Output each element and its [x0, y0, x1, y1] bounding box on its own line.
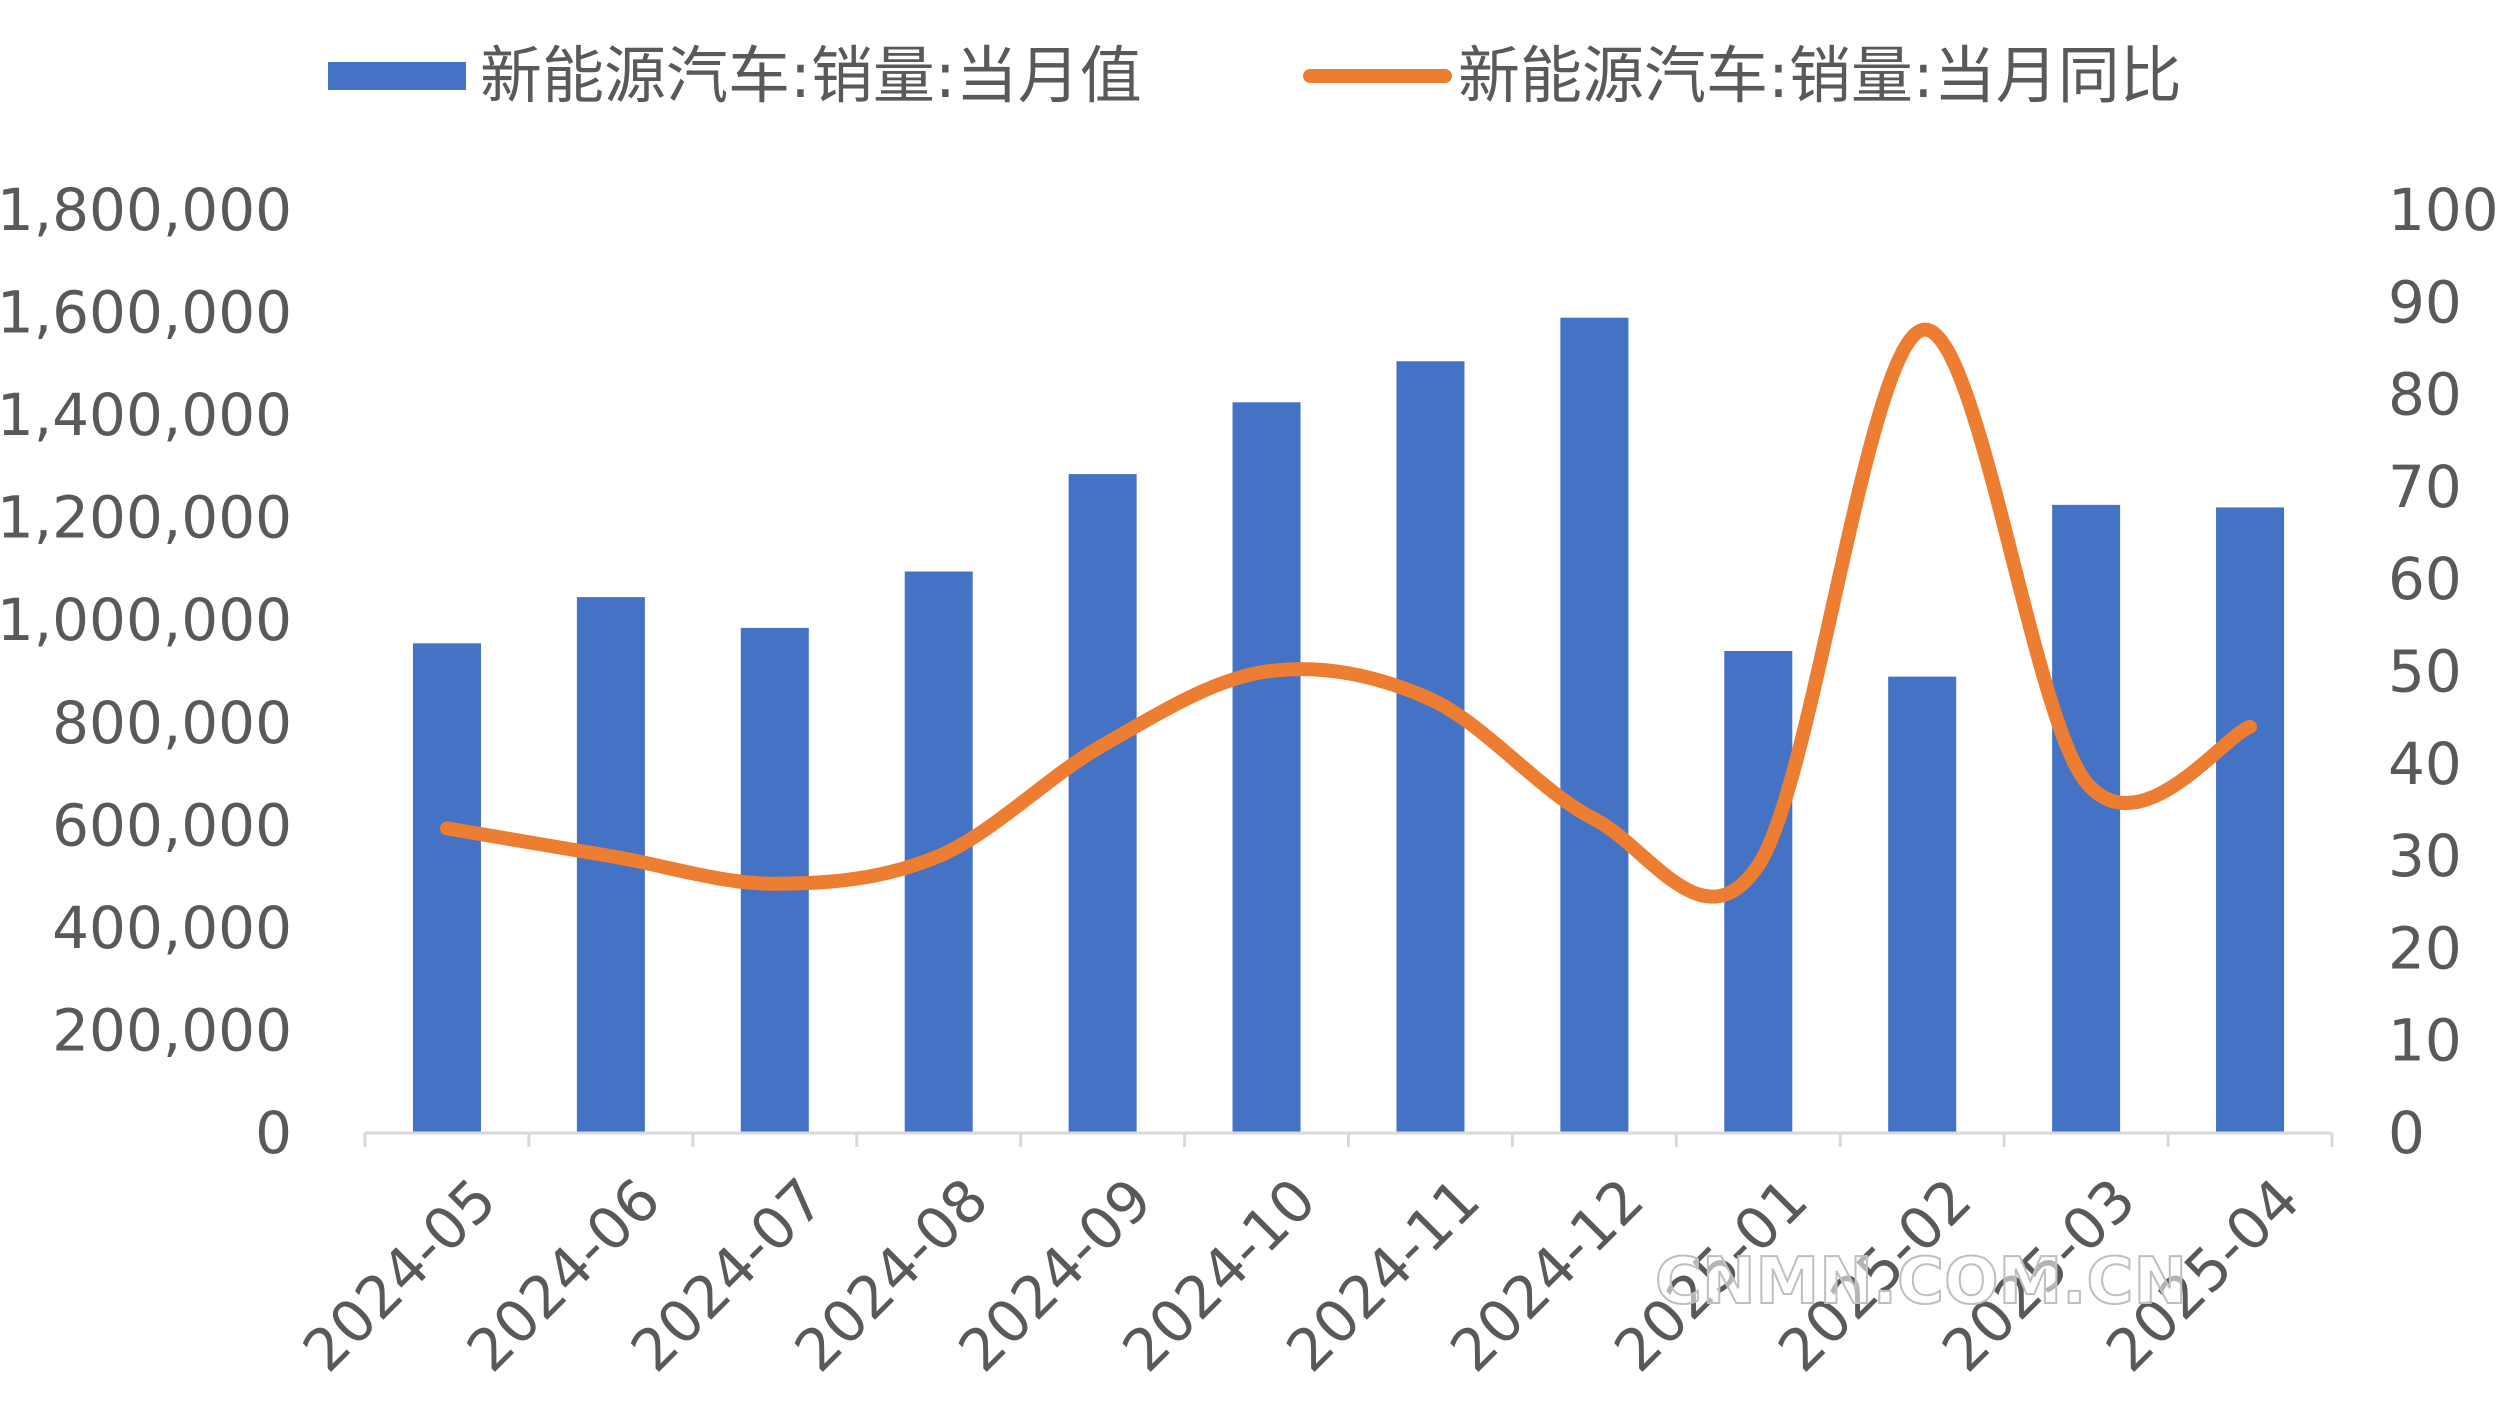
- right-tick-label: 50: [2388, 638, 2462, 706]
- legend-bar-swatch: [328, 62, 466, 90]
- bar-series: [412, 317, 2285, 1134]
- right-tick-label: 90: [2388, 268, 2462, 336]
- right-tick-label: 100: [2388, 176, 2499, 244]
- left-tick-label: 0: [255, 1099, 292, 1167]
- right-tick-label: 70: [2388, 453, 2462, 521]
- right-tick-label: 30: [2388, 822, 2462, 890]
- right-axis-ticks: 0 10 20 30 40 50 60 70 80 90 100: [2388, 176, 2499, 1167]
- legend: 新能源汽车:销量:当月值 新能源汽车:销量:当月同比: [328, 39, 2182, 112]
- bar: [1560, 317, 1629, 1133]
- right-tick-label: 10: [2388, 1007, 2462, 1075]
- bar: [2216, 507, 2285, 1133]
- bar: [1068, 474, 1137, 1133]
- left-tick-label: 1,600,000: [0, 279, 292, 347]
- left-tick-label: 1,800,000: [0, 176, 292, 244]
- yoy-line: [439, 322, 2258, 904]
- x-axis-tick-marks: [363, 1133, 2334, 1147]
- watermark: CNMN.COM.CN: [1655, 1245, 2187, 1319]
- left-tick-label: 200,000: [52, 996, 292, 1064]
- left-tick-label: 1,200,000: [0, 484, 292, 552]
- legend-bar-label: 新能源汽车:销量:当月值: [480, 39, 1142, 112]
- bar: [1396, 361, 1465, 1134]
- legend-line-label: 新能源汽车:销量:当月同比: [1458, 39, 2182, 112]
- left-tick-label: 400,000: [52, 894, 292, 962]
- bar: [1232, 402, 1301, 1134]
- right-tick-label: 40: [2388, 730, 2462, 798]
- right-tick-label: 60: [2388, 545, 2462, 613]
- bar: [412, 643, 481, 1133]
- left-tick-label: 800,000: [52, 689, 292, 757]
- left-tick-label: 1,400,000: [0, 381, 292, 449]
- right-tick-label: 0: [2388, 1099, 2425, 1167]
- left-tick-label: 600,000: [52, 791, 292, 859]
- right-tick-label: 80: [2388, 361, 2462, 429]
- bar: [2052, 504, 2121, 1133]
- left-tick-label: 1,000,000: [0, 586, 292, 654]
- left-axis-ticks: 0 200,000 400,000 600,000 800,000 1,000,000 1,…: [0, 176, 292, 1167]
- right-tick-label: 20: [2388, 914, 2462, 982]
- bar: [1888, 676, 1957, 1133]
